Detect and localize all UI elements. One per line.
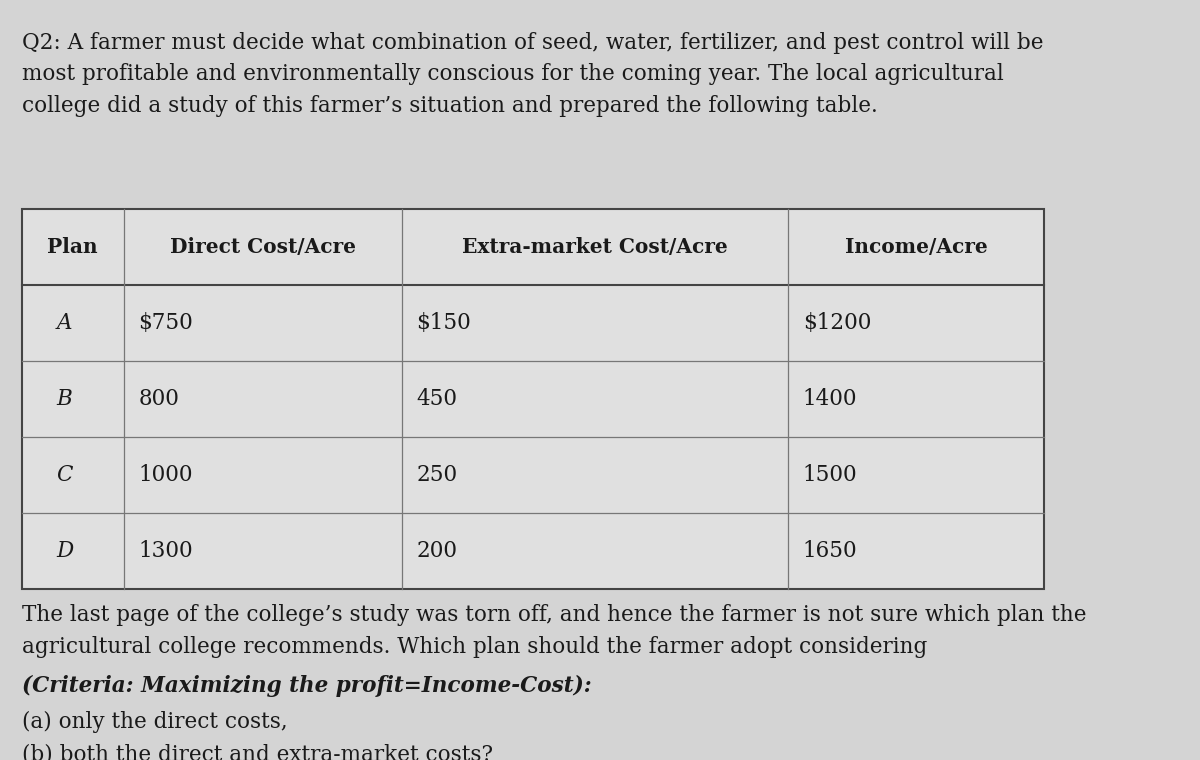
Text: (a) only the direct costs,: (a) only the direct costs, xyxy=(22,711,287,733)
Text: (b) both the direct and extra-market costs?: (b) both the direct and extra-market cos… xyxy=(22,743,493,760)
Text: $1200: $1200 xyxy=(803,312,871,334)
Text: 1000: 1000 xyxy=(138,464,193,486)
Text: Direct Cost/Acre: Direct Cost/Acre xyxy=(170,237,356,257)
Text: The last page of the college’s study was torn off, and hence the farmer is not s: The last page of the college’s study was… xyxy=(22,604,1086,657)
Text: $150: $150 xyxy=(416,312,472,334)
Text: Income/Acre: Income/Acre xyxy=(845,237,988,257)
Text: 800: 800 xyxy=(138,388,179,410)
Text: 200: 200 xyxy=(416,540,457,562)
Text: $750: $750 xyxy=(138,312,193,334)
Text: C: C xyxy=(56,464,73,486)
Text: Plan: Plan xyxy=(48,237,98,257)
Text: (Criteria: Maximizing the profit=Income-Cost):: (Criteria: Maximizing the profit=Income-… xyxy=(22,675,592,697)
Text: Q2: A farmer must decide what combination of seed, water, fertilizer, and pest c: Q2: A farmer must decide what combinatio… xyxy=(22,32,1043,116)
Text: Extra-market Cost/Acre: Extra-market Cost/Acre xyxy=(462,237,728,257)
Text: 1500: 1500 xyxy=(803,464,858,486)
Text: 1400: 1400 xyxy=(803,388,857,410)
Text: A: A xyxy=(56,312,72,334)
Text: 1650: 1650 xyxy=(803,540,858,562)
Text: D: D xyxy=(56,540,73,562)
Text: B: B xyxy=(56,388,72,410)
Text: 450: 450 xyxy=(416,388,457,410)
Text: 1300: 1300 xyxy=(138,540,193,562)
Text: 250: 250 xyxy=(416,464,457,486)
